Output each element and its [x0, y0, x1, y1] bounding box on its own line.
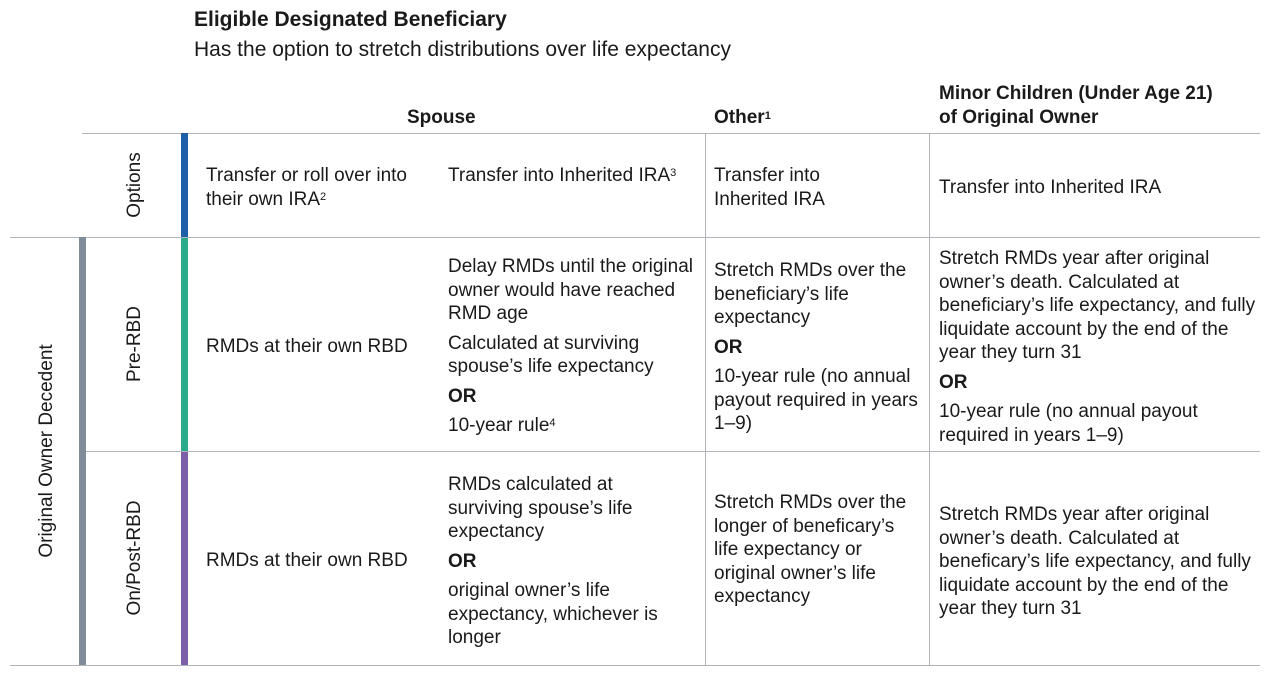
post-rbd-spouse-inherited: RMDs calculated at surviving spouse’s li…: [448, 474, 658, 648]
column-header-other: Other1: [714, 107, 771, 128]
group-bar: [79, 237, 86, 665]
options-minor: Transfer into Inherited IRA: [939, 177, 1162, 198]
row-label-post-rbd: On/Post-RBD: [124, 500, 145, 616]
options-spouse-inherited: Transfer into Inherited IRA3: [448, 165, 677, 186]
footnote-marker: 2: [320, 190, 327, 203]
footnote-marker: 3: [670, 167, 677, 179]
row-divider-pre-rbd: [82, 451, 1260, 452]
header-rule: [82, 133, 1260, 134]
column-header-spouse: Spouse: [407, 107, 476, 128]
column-divider-minor: [929, 133, 930, 665]
options-bar: [181, 133, 188, 237]
pre-rbd-spouse-inherited: Delay RMDs until the original owner woul…: [448, 256, 693, 436]
post-rbd-other: Stretch RMDs over the longer of benefica…: [714, 492, 907, 607]
pre-rbd-bar: [181, 238, 188, 451]
footnote-marker: 4: [549, 417, 556, 429]
post-rbd-spouse-own: RMDs at their own RBD: [206, 550, 408, 571]
post-rbd-minor: Stretch RMDs year after original owner’s…: [939, 504, 1251, 619]
column-divider-other: [705, 133, 706, 665]
row-divider-options: [10, 237, 1260, 238]
options-other: Transfer into Inherited IRA: [714, 165, 825, 210]
pre-rbd-minor: Stretch RMDs year after original owner’s…: [939, 248, 1256, 446]
pre-rbd-other: Stretch RMDs over the beneficiary’s life…: [714, 260, 918, 434]
table-title: Eligible Designated Beneficiary: [194, 8, 507, 31]
footnote-marker: 1: [764, 110, 771, 122]
row-label-options: Options: [124, 152, 145, 218]
pre-rbd-spouse-own: RMDs at their own RBD: [206, 336, 408, 357]
table-subtitle: Has the option to stretch distributions …: [194, 38, 731, 61]
column-header-minor-children: Minor Children (Under Age 21) of Origina…: [939, 83, 1213, 128]
options-spouse-rollover: Transfer or roll over into their own IRA…: [206, 165, 407, 210]
bottom-rule: [10, 665, 1260, 666]
post-rbd-bar: [181, 452, 188, 665]
row-label-pre-rbd: Pre-RBD: [124, 305, 145, 383]
group-label: Original Owner Decedent: [36, 344, 57, 558]
